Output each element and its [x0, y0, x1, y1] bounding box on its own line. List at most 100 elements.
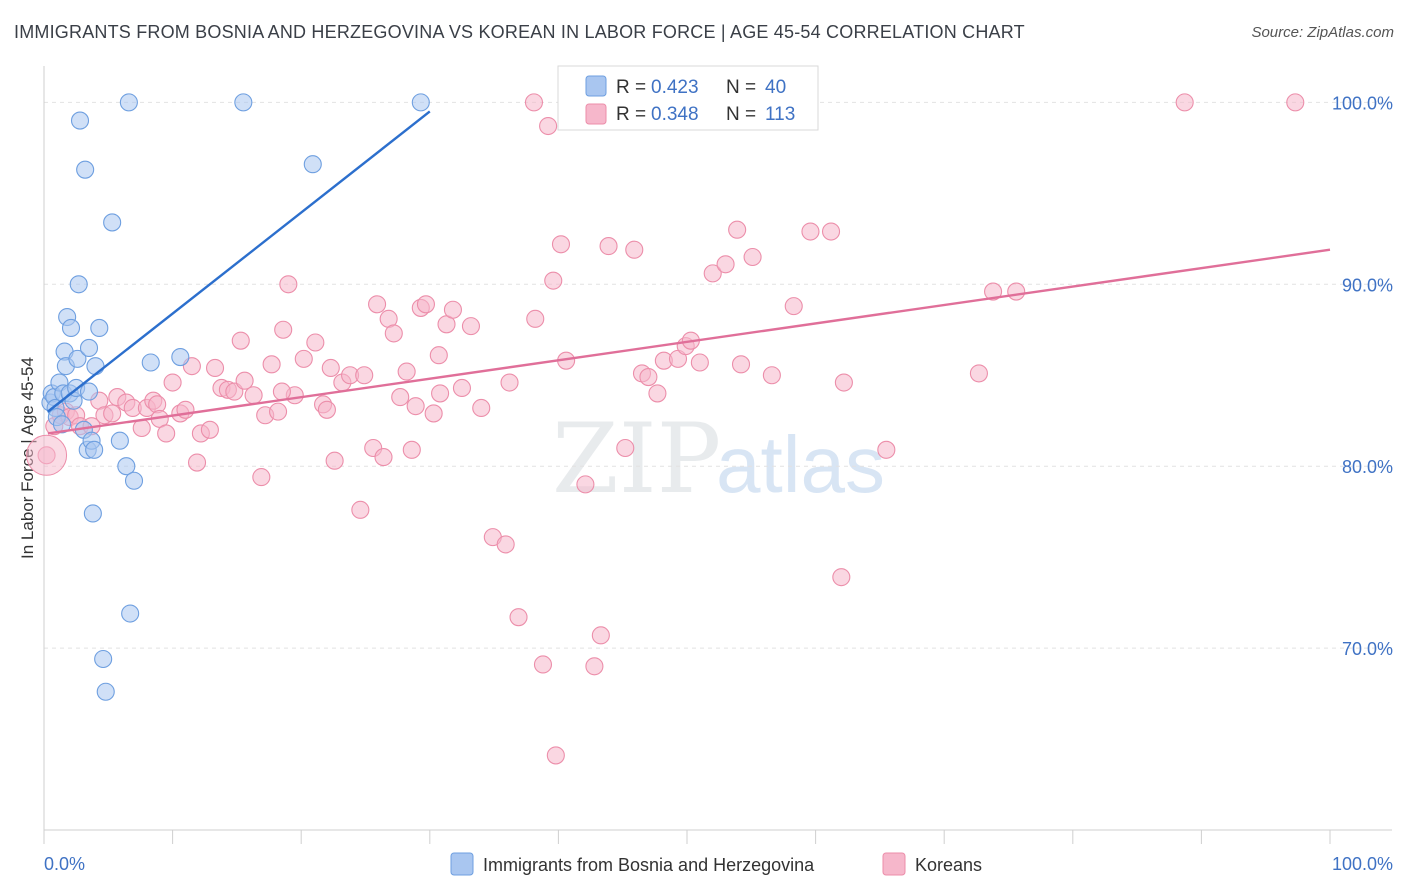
data-point — [832, 568, 851, 587]
data-point — [406, 397, 425, 416]
data-point — [639, 368, 658, 387]
legend-swatch-koreans — [585, 103, 607, 125]
data-point — [117, 457, 136, 476]
data-point — [317, 400, 336, 419]
data-point — [121, 604, 140, 623]
data-point — [103, 404, 122, 423]
watermark-atlas: atlas — [716, 420, 885, 509]
data-point — [163, 373, 182, 392]
data-point — [443, 300, 462, 319]
data-point — [424, 404, 443, 423]
trend-line-bosnia — [47, 110, 431, 413]
data-point — [69, 275, 88, 294]
data-point — [79, 382, 99, 401]
data-point — [52, 415, 72, 434]
legend-r-koreans: 0.348 — [651, 104, 699, 125]
data-point — [94, 649, 113, 669]
legend-n-label: N = — [726, 104, 756, 125]
data-point — [272, 382, 291, 401]
data-point — [157, 424, 176, 443]
data-point — [500, 373, 519, 392]
data-point — [262, 355, 281, 374]
data-point — [374, 448, 393, 467]
legend-n-label: N = — [726, 77, 756, 98]
data-point — [1007, 282, 1026, 301]
x-tick-label-max: 100.0% — [1332, 854, 1393, 874]
data-point — [83, 504, 102, 523]
data-point — [355, 366, 374, 385]
watermark-zip: ZIP — [552, 403, 721, 515]
data-point — [429, 346, 448, 365]
data-point — [351, 500, 370, 519]
data-point — [274, 320, 293, 339]
data-point — [231, 331, 250, 350]
data-point — [252, 468, 271, 487]
data-point — [171, 347, 190, 367]
data-point — [70, 111, 90, 130]
series-koreans-points — [37, 93, 1305, 765]
y-tick-label: 80.0% — [1342, 457, 1393, 477]
data-point — [391, 388, 410, 407]
data-point — [496, 535, 515, 554]
data-point — [402, 440, 421, 459]
y-tick-label: 90.0% — [1342, 275, 1393, 295]
data-point — [599, 237, 618, 256]
data-point — [585, 657, 604, 676]
data-point — [984, 282, 1003, 301]
data-point — [551, 235, 571, 254]
legend-n-koreans: 113 — [765, 104, 795, 125]
stats-legend: R = 0.423 N = 40 R = 0.348 N = 113 — [557, 65, 819, 131]
data-point — [969, 364, 988, 383]
data-point — [269, 402, 288, 421]
data-point — [821, 222, 841, 241]
data-point — [384, 324, 403, 343]
y-tick-label: 100.0% — [1332, 93, 1393, 113]
data-point — [96, 682, 115, 701]
series-legend-label-koreans: Koreans — [915, 855, 982, 875]
data-point — [279, 275, 298, 294]
series-legend-swatch-koreans — [882, 852, 906, 876]
source-credit: Source: ZipAtlas.com — [1251, 24, 1394, 41]
data-point — [61, 318, 81, 337]
data-point — [205, 358, 225, 378]
data-point — [524, 93, 544, 112]
data-point — [472, 398, 491, 418]
data-point — [784, 297, 803, 316]
data-point — [79, 338, 99, 358]
data-point — [576, 475, 595, 494]
data-point — [86, 357, 105, 376]
data-point — [544, 271, 563, 290]
data-point — [103, 213, 122, 232]
data-point — [546, 746, 565, 765]
data-point — [616, 438, 635, 458]
data-point — [877, 440, 896, 459]
data-point — [119, 93, 138, 112]
data-point — [294, 349, 313, 368]
watermark: ZIP atlas — [552, 403, 885, 515]
data-point — [325, 451, 344, 470]
data-point — [461, 317, 481, 336]
data-point — [141, 353, 160, 372]
data-point — [397, 362, 416, 381]
data-point — [533, 655, 553, 674]
data-point — [303, 155, 322, 174]
data-point — [416, 295, 435, 314]
trend-line-koreans — [47, 248, 1331, 435]
data-point — [539, 116, 558, 136]
data-point — [834, 373, 853, 392]
data-point — [68, 349, 87, 368]
data-point-large — [26, 434, 68, 476]
data-point — [90, 318, 109, 337]
data-point — [76, 160, 95, 179]
data-point — [1175, 93, 1194, 112]
data-point — [368, 295, 387, 314]
data-point — [591, 626, 610, 645]
data-point — [124, 471, 144, 490]
x-tick-label-min: 0.0% — [44, 854, 85, 874]
legend-r-label: R = — [616, 104, 646, 125]
data-point — [690, 353, 709, 372]
chart-title: IMMIGRANTS FROM BOSNIA AND HERZEGOVINA V… — [14, 22, 1025, 42]
data-point — [244, 386, 263, 405]
data-point — [509, 608, 528, 627]
